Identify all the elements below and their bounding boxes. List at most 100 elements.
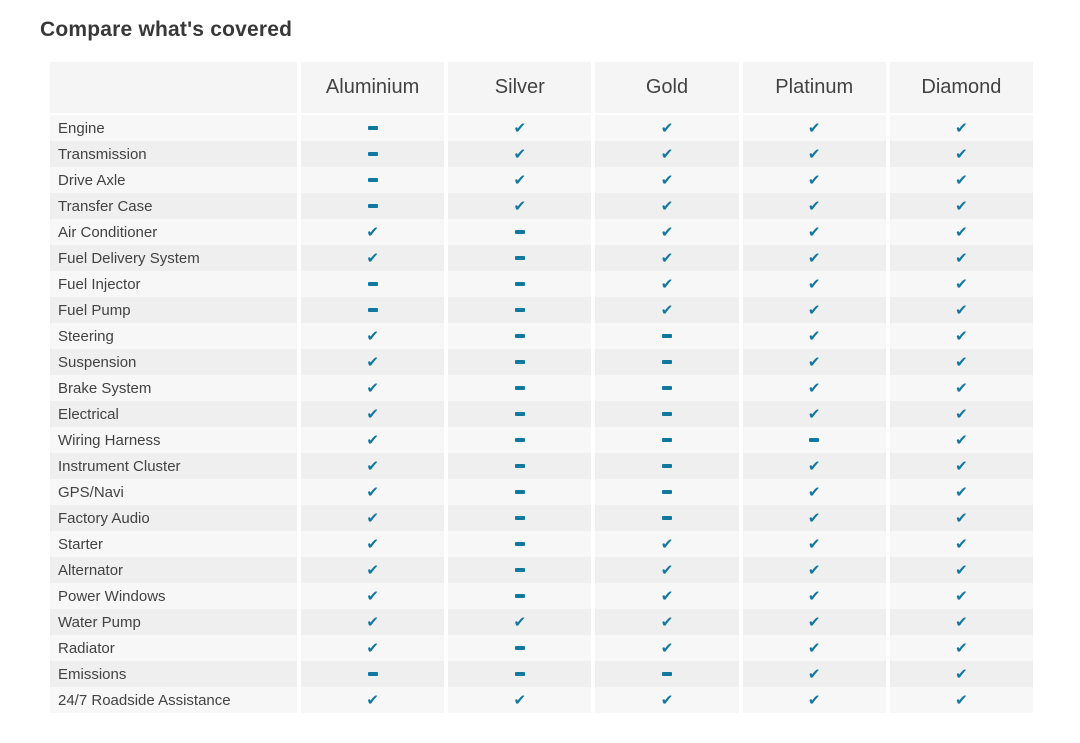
check-icon: ✔ (366, 508, 379, 527)
row-label: Power Windows (50, 583, 297, 609)
dash-icon (367, 204, 378, 208)
coverage-cell-included: ✔ (595, 271, 739, 297)
coverage-cell-included: ✔ (448, 141, 592, 167)
coverage-cell-included: ✔ (889, 193, 1034, 219)
coverage-cell-not-included (448, 583, 592, 609)
header-corner-cell (50, 62, 297, 113)
table-row: Suspension ✔ ✔ ✔ (50, 349, 1034, 375)
check-icon: ✔ (807, 378, 821, 397)
table-row: Factory Audio ✔ ✔ ✔ (50, 505, 1034, 531)
check-icon: ✔ (366, 326, 379, 345)
coverage-cell-included: ✔ (889, 453, 1034, 479)
check-icon: ✔ (955, 170, 968, 189)
table-row: Engine ✔ ✔ ✔ ✔ (50, 115, 1034, 141)
table-row: Fuel Pump ✔ ✔ ✔ (50, 297, 1034, 323)
coverage-cell-included: ✔ (889, 635, 1034, 661)
table-row: Radiator ✔ ✔ ✔ ✔ (50, 635, 1034, 661)
coverage-cell-included: ✔ (742, 557, 886, 583)
check-icon: ✔ (807, 170, 821, 189)
column-header-gold: Gold (595, 62, 739, 113)
coverage-cell-included: ✔ (742, 583, 886, 609)
check-icon: ✔ (807, 508, 821, 527)
coverage-cell-not-included (301, 167, 445, 193)
dash-icon (514, 360, 525, 364)
coverage-cell-not-included (448, 661, 592, 687)
row-label: Starter (50, 531, 297, 557)
check-icon: ✔ (660, 118, 674, 137)
coverage-cell-included: ✔ (448, 115, 592, 141)
check-icon: ✔ (660, 300, 674, 319)
coverage-cell-not-included (448, 349, 592, 375)
coverage-cell-included: ✔ (301, 635, 445, 661)
check-icon: ✔ (955, 690, 968, 709)
check-icon: ✔ (366, 534, 379, 553)
coverage-cell-included: ✔ (742, 661, 886, 687)
dash-icon (514, 464, 525, 468)
coverage-cell-included: ✔ (595, 193, 739, 219)
coverage-cell-included: ✔ (595, 609, 739, 635)
coverage-cell-not-included (595, 375, 739, 401)
check-icon: ✔ (366, 352, 379, 371)
dash-icon (514, 386, 525, 390)
check-icon: ✔ (807, 300, 821, 319)
dash-icon (367, 672, 378, 676)
dash-icon (514, 282, 525, 286)
coverage-cell-included: ✔ (301, 219, 445, 245)
row-label: Suspension (50, 349, 297, 375)
coverage-cell-included: ✔ (889, 375, 1034, 401)
coverage-cell-included: ✔ (889, 609, 1034, 635)
check-icon: ✔ (513, 170, 527, 189)
coverage-cell-included: ✔ (889, 219, 1034, 245)
coverage-cell-included: ✔ (742, 167, 886, 193)
dash-icon (367, 126, 378, 130)
coverage-cell-included: ✔ (742, 193, 886, 219)
coverage-cell-not-included (595, 401, 739, 427)
dash-icon (662, 360, 672, 364)
coverage-cell-included: ✔ (742, 271, 886, 297)
coverage-cell-included: ✔ (595, 583, 739, 609)
dash-icon (514, 308, 525, 312)
check-icon: ✔ (366, 690, 379, 709)
coverage-cell-included: ✔ (595, 531, 739, 557)
coverage-cell-included: ✔ (889, 141, 1034, 167)
check-icon: ✔ (807, 144, 821, 163)
coverage-cell-included: ✔ (742, 531, 886, 557)
coverage-cell-included: ✔ (742, 219, 886, 245)
column-header-platinum: Platinum (742, 62, 886, 113)
check-icon: ✔ (366, 612, 379, 631)
dash-icon (514, 490, 525, 494)
check-icon: ✔ (807, 118, 821, 137)
check-icon: ✔ (513, 690, 527, 709)
coverage-cell-included: ✔ (301, 479, 445, 505)
check-icon: ✔ (660, 612, 674, 631)
row-label: Factory Audio (50, 505, 297, 531)
check-icon: ✔ (807, 196, 821, 215)
coverage-cell-not-included (742, 427, 886, 453)
table-row: Steering ✔ ✔ ✔ (50, 323, 1034, 349)
dash-icon (662, 464, 672, 468)
row-label: Emissions (50, 661, 297, 687)
check-icon: ✔ (955, 560, 968, 579)
coverage-cell-included: ✔ (889, 661, 1034, 687)
table-header-row: Aluminium Silver Gold Platinum Diamond (50, 62, 1034, 113)
dash-icon (662, 438, 672, 442)
check-icon: ✔ (955, 222, 968, 241)
check-icon: ✔ (366, 586, 379, 605)
check-icon: ✔ (807, 274, 821, 293)
table-row: Water Pump ✔ ✔ ✔ ✔ ✔ (50, 609, 1034, 635)
dash-icon (514, 516, 525, 520)
coverage-comparison-table: Aluminium Silver Gold Platinum Diamond Engine… (50, 62, 1034, 713)
coverage-cell-included: ✔ (742, 401, 886, 427)
coverage-cell-included: ✔ (742, 141, 886, 167)
coverage-cell-not-included (448, 505, 592, 531)
coverage-cell-not-included (595, 427, 739, 453)
coverage-cell-included: ✔ (595, 115, 739, 141)
coverage-cell-not-included (448, 531, 592, 557)
coverage-cell-included: ✔ (889, 531, 1034, 557)
check-icon: ✔ (807, 690, 821, 709)
coverage-cell-not-included (595, 479, 739, 505)
coverage-cell-not-included (448, 323, 592, 349)
coverage-cell-included: ✔ (889, 245, 1034, 271)
coverage-cell-included: ✔ (595, 141, 739, 167)
table-row: Electrical ✔ ✔ ✔ (50, 401, 1034, 427)
